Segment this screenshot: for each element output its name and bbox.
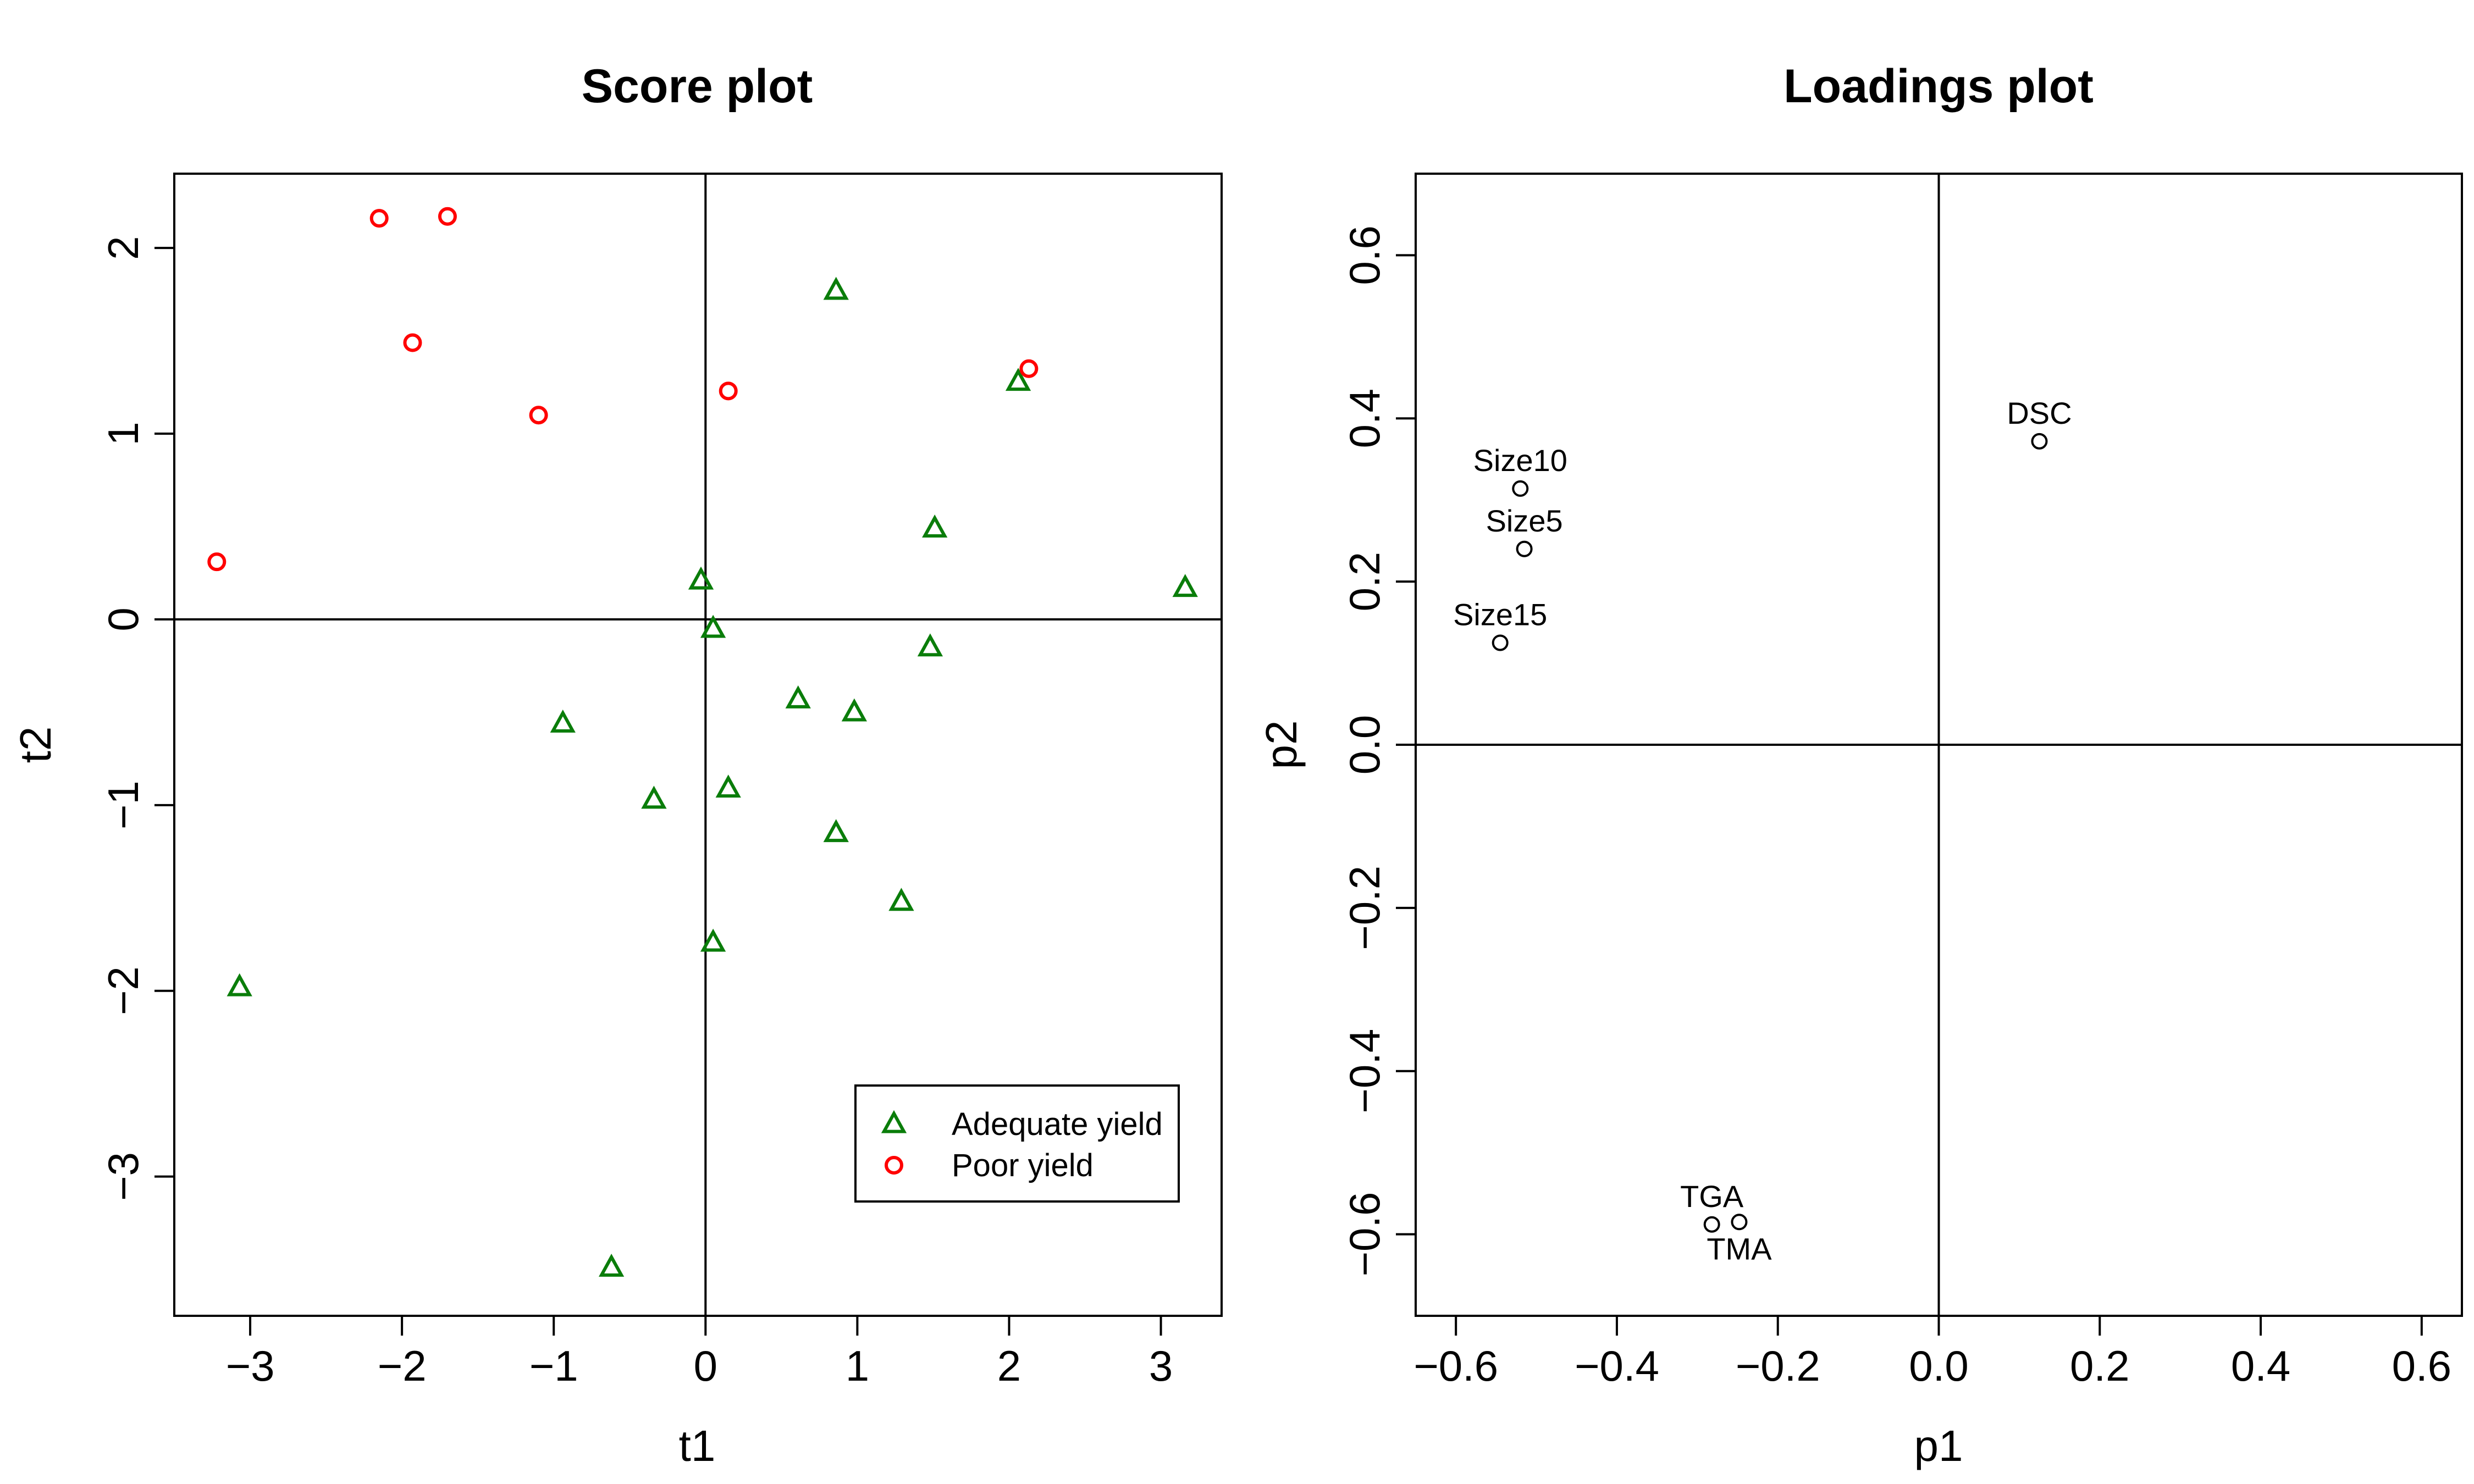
loadings-plot-y-tick-label: −0.4 [1340, 1029, 1389, 1114]
score-plot-adequate-yield-point [715, 774, 741, 798]
loadings-plot-y-axis-title: p2 [1257, 721, 1306, 769]
score-plot-adequate-yield-point [785, 685, 811, 708]
score-plot-adequate-yield-point [598, 1253, 625, 1277]
score-plot-adequate-yield-point [841, 698, 868, 722]
score-plot-adequate-yield-point [888, 888, 914, 911]
legend-box [854, 1084, 1180, 1203]
score-plot-frame [173, 173, 1223, 1317]
score-plot-poor-yield-point [207, 552, 227, 572]
score-plot-adequate-yield-point [1172, 574, 1198, 597]
score-plot-poor-yield-point [1019, 359, 1039, 378]
legend-circle-marker [885, 1156, 903, 1175]
score-plot-y-tick-label: −3 [99, 1152, 147, 1201]
loadings-plot-loading-point [1512, 480, 1529, 497]
score-plot-adequate-yield-point [917, 633, 943, 657]
score-plot-adequate-yield-point [823, 276, 849, 300]
score-plot-adequate-yield-point [641, 785, 667, 809]
score-plot-adequate-yield-point [1005, 368, 1031, 391]
loadings-plot-x-tick-label: −0.2 [1736, 1342, 1820, 1390]
score-plot-adequate-yield-point [227, 973, 252, 996]
score-plot-x-tick-label: 0 [694, 1342, 717, 1390]
loadings-plot-panel: Loadings plot p1 p2 −0.6 −0.4 −0.2 0.0 0.2 0.… [1257, 60, 2463, 1470]
legend-label: Poor yield [952, 1148, 1094, 1183]
score-plot-poor-yield-point [369, 209, 389, 228]
loadings-plot-title: Loadings plot [1783, 60, 2094, 113]
score-plot-poor-yield-point [403, 333, 422, 352]
score-plot-title: Score plot [582, 60, 813, 113]
loadings-plot-loading-point [2031, 433, 2048, 450]
loadings-plot-y-tick-label: 0.0 [1340, 715, 1389, 774]
loadings-plot-y-tick-label: −0.2 [1340, 866, 1389, 950]
score-plot-x-axis-title: t1 [679, 1421, 716, 1470]
score-plot-x-tick-label: 1 [846, 1342, 869, 1390]
legend-triangle-marker [881, 1110, 907, 1133]
loadings-plot-x-tick-label: 0.4 [2231, 1342, 2290, 1390]
score-plot-x-tick-label: 3 [1149, 1342, 1173, 1390]
score-plot-x-tick-label: −1 [529, 1342, 578, 1390]
loadings-plot-y-tick-label: −0.6 [1340, 1192, 1389, 1277]
score-plot-poor-yield-point [438, 207, 457, 226]
score-plot-y-tick-label: 1 [99, 422, 147, 445]
score-plot-adequate-yield-point [688, 566, 714, 590]
legend-label: Adequate yield [952, 1106, 1163, 1142]
score-plot-adequate-yield-point [550, 709, 576, 733]
loadings-plot-point-label: Size15 [1453, 597, 1547, 632]
loadings-plot-point-label: Size5 [1486, 503, 1563, 538]
score-plot-adequate-yield-point [922, 514, 948, 538]
loadings-plot-x-tick-label: −0.6 [1413, 1342, 1498, 1390]
loadings-plot-point-label: Size10 [1473, 443, 1567, 478]
score-plot-marks: −3 −2 −1 0 1 2 3 −3 −2 −1 0 1 2 [99, 173, 1223, 1390]
loadings-plot-y-tick-label: 0.6 [1340, 225, 1389, 285]
loadings-plot-x-tick-label: 0.2 [2070, 1342, 2129, 1390]
score-plot-legend: Adequate yield Poor yield [854, 1084, 1180, 1203]
score-plot-y-tick-label: −1 [99, 780, 147, 829]
loadings-plot-loading-point [1492, 634, 1509, 651]
loadings-plot-loading-point [1731, 1214, 1748, 1231]
score-plot-poor-yield-point [719, 381, 738, 401]
score-plot-adequate-yield-point [700, 614, 726, 638]
score-plot-panel: Score plot t1 t2 −3 −2 −1 0 1 2 3 −3 −2 −1 0 1 2 Ade… [11, 60, 1223, 1470]
score-plot-y-tick-label: −2 [99, 966, 147, 1015]
score-plot-poor-yield-point [529, 406, 548, 425]
score-plot-x-tick-label: −3 [226, 1342, 275, 1390]
score-plot-x-tick-label: 2 [997, 1342, 1021, 1390]
score-plot-y-tick-label: 0 [99, 607, 147, 631]
loadings-plot-point-label: TGA [1680, 1179, 1744, 1214]
loadings-plot-x-tick-label: −0.4 [1575, 1342, 1659, 1390]
loadings-plot-point-label: TMA [1707, 1231, 1772, 1266]
loadings-plot-x-axis-title: p1 [1914, 1421, 1963, 1470]
score-plot-adequate-yield-point [823, 819, 849, 843]
loadings-plot-y-tick-label: 0.2 [1340, 552, 1389, 611]
loadings-plot-loading-point [1703, 1216, 1720, 1233]
loadings-plot-y-tick-label: 0.4 [1340, 389, 1389, 448]
loadings-plot-point-label: DSC [2007, 396, 2072, 430]
loadings-plot-x-tick-label: 0.6 [2392, 1342, 2451, 1390]
loadings-plot-marks: −0.6 −0.4 −0.2 0.0 0.2 0.4 0.6 −0.6 −0.4 −0.2 0.0 0… [1340, 173, 2463, 1390]
score-plot-adequate-yield-point [700, 928, 726, 952]
score-plot-y-tick-label: 2 [99, 236, 147, 259]
loadings-plot-loading-point [1516, 540, 1533, 557]
score-plot-x-tick-label: −2 [378, 1342, 427, 1390]
score-plot-y-axis-title: t2 [11, 727, 60, 763]
loadings-plot-x-tick-label: 0.0 [1909, 1342, 1968, 1390]
